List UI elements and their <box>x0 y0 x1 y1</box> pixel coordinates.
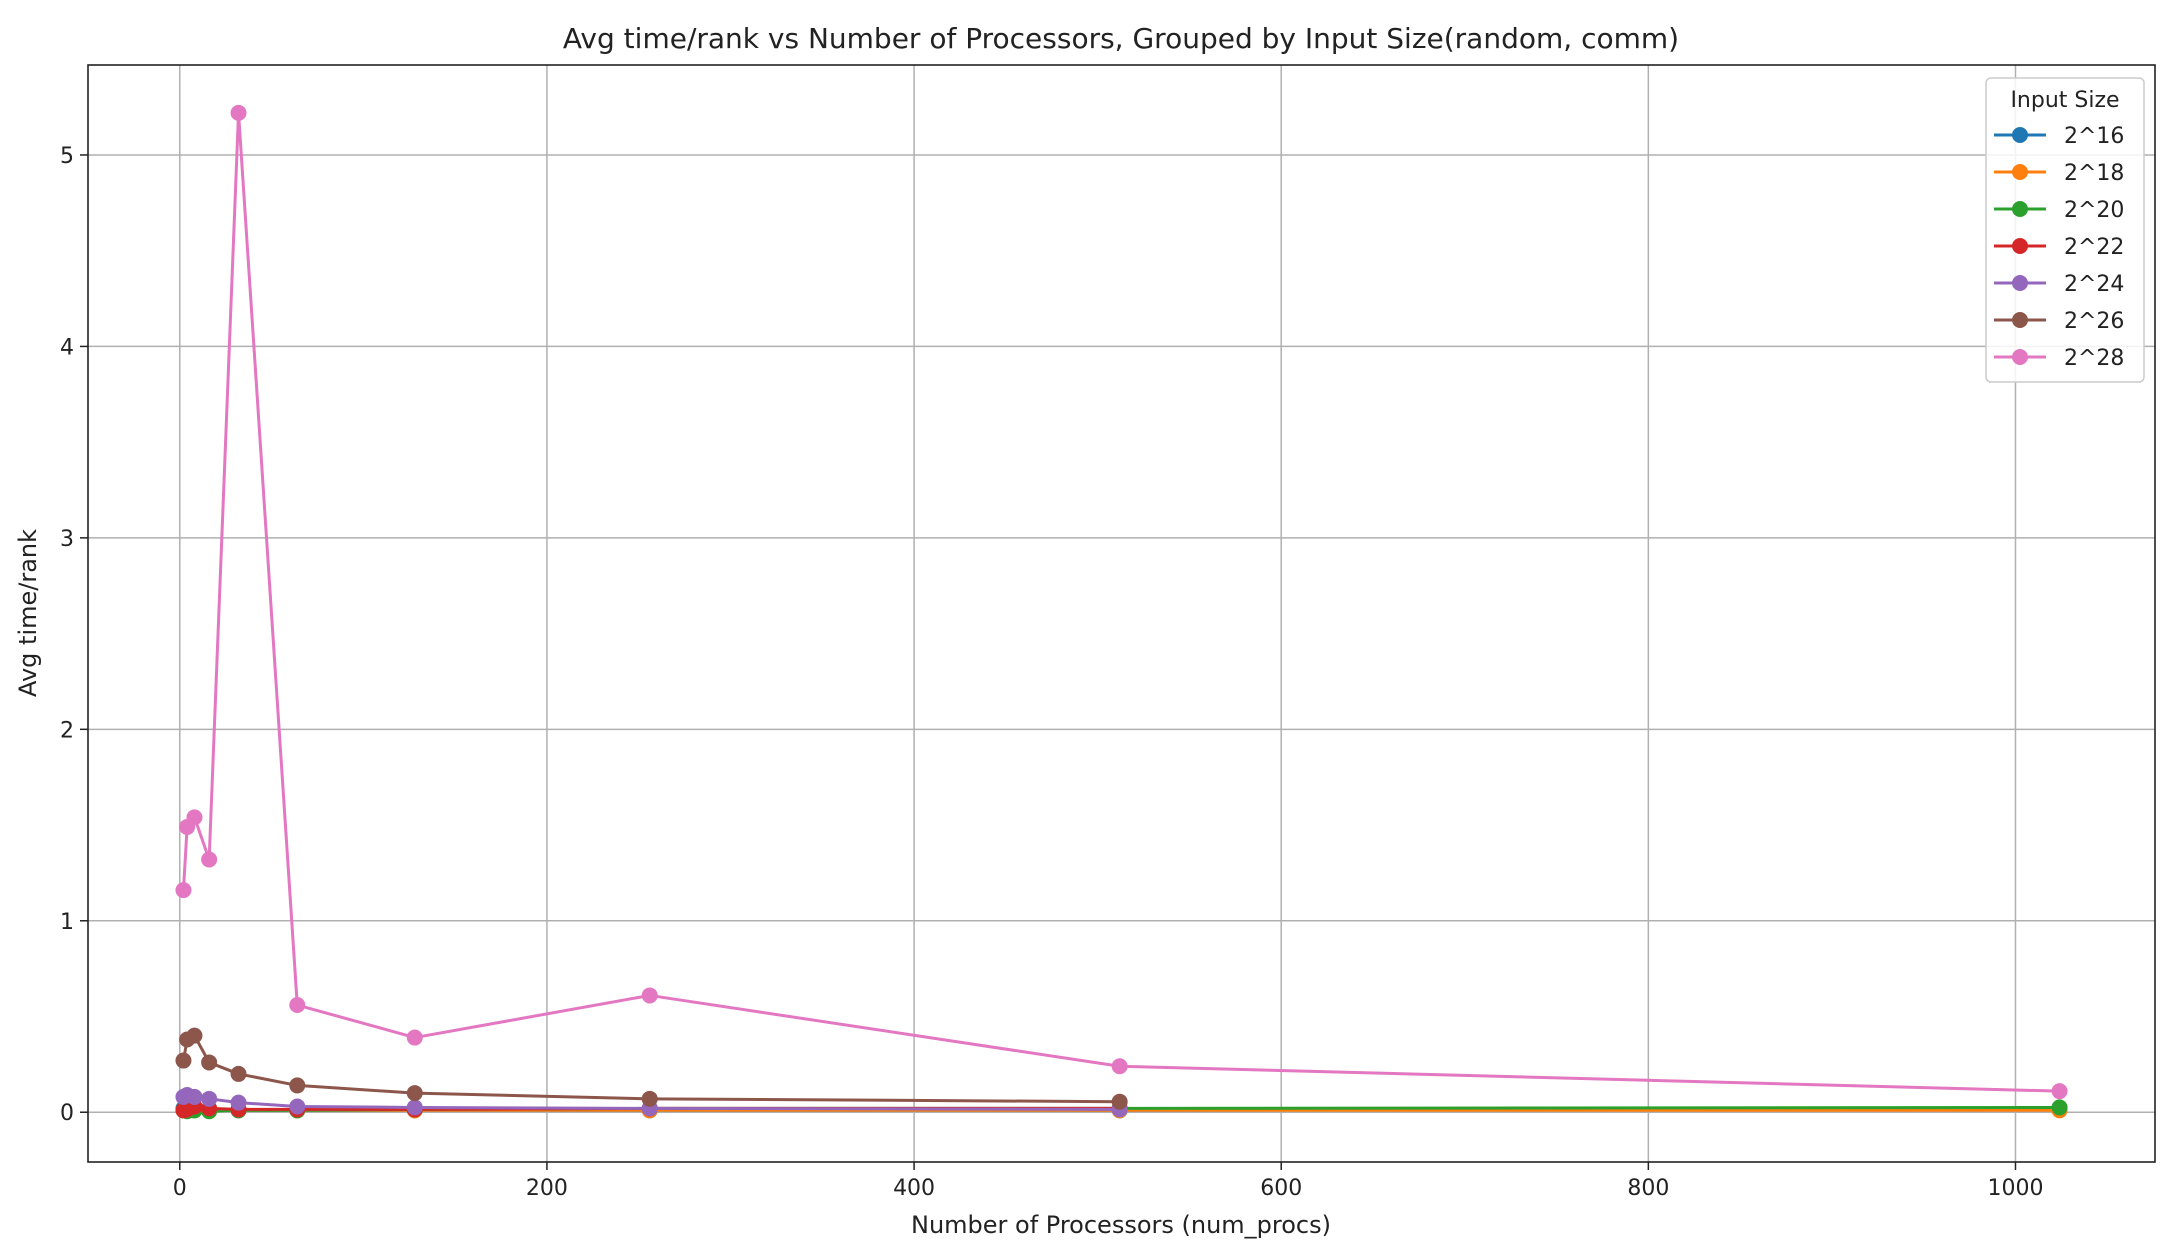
data-point <box>406 1099 423 1116</box>
plot-frame <box>87 64 2156 1163</box>
x-axis-label: Number of Processors (num_procs) <box>911 1211 1331 1239</box>
legend: Input Size 2^16 2^18 2^20 2^22 2^24 2^26 2^28 <box>1985 77 2145 383</box>
legend-marker <box>2012 275 2028 291</box>
x-tick-label: 400 <box>893 1176 935 1201</box>
legend-label: 2^20 <box>2064 198 2124 223</box>
data-point <box>175 882 192 899</box>
y-tick-label: 5 <box>60 144 74 169</box>
legend-label: 2^16 <box>2064 124 2124 149</box>
y-axis-label: Avg time/rank <box>14 529 42 697</box>
chart-title: Avg time/rank vs Number of Processors, G… <box>563 22 1679 55</box>
data-point <box>175 1052 192 1069</box>
series-layer <box>175 104 2068 1120</box>
x-tick-label: 1000 <box>1987 1176 2043 1201</box>
y-tick-label: 2 <box>60 718 74 743</box>
data-point <box>186 1027 203 1044</box>
legend-entry: 2^16 <box>1994 124 2124 149</box>
y-tick-label: 4 <box>60 335 74 360</box>
legend-entry: 2^18 <box>1994 161 2124 186</box>
data-point <box>641 1090 658 1107</box>
legend-entry: 2^22 <box>1994 235 2124 260</box>
legend-marker <box>2012 201 2028 217</box>
legend-marker <box>2012 238 2028 254</box>
data-point <box>406 1085 423 1102</box>
axis-ticks: 0 200 400 600 800 1000 0 1 2 3 4 5 <box>60 144 2043 1201</box>
x-tick-label: 200 <box>526 1176 568 1201</box>
series-2-pow-26 <box>175 1027 1128 1110</box>
legend-entry: 2^26 <box>1994 309 2124 334</box>
legend-entry: 2^24 <box>1994 272 2124 297</box>
data-point <box>2051 1083 2068 1100</box>
data-point <box>186 809 203 826</box>
x-tick-label: 0 <box>173 1176 187 1201</box>
legend-label: 2^28 <box>2064 346 2124 371</box>
grid-lines <box>88 65 2155 1162</box>
legend-label: 2^22 <box>2064 235 2124 260</box>
data-point <box>201 1054 218 1071</box>
legend-entry: 2^20 <box>1994 198 2124 223</box>
legend-box <box>1985 77 2145 383</box>
legend-label: 2^18 <box>2064 161 2124 186</box>
data-point <box>201 1090 218 1107</box>
data-point <box>1111 1058 1128 1075</box>
legend-marker <box>2012 349 2028 365</box>
legend-marker <box>2012 164 2028 180</box>
data-point <box>230 1065 247 1082</box>
legend-marker <box>2012 312 2028 328</box>
x-tick-label: 800 <box>1627 1176 1669 1201</box>
legend-title: Input Size <box>2010 88 2119 113</box>
legend-entry: 2^28 <box>1994 346 2124 371</box>
data-point <box>1111 1093 1128 1110</box>
data-point <box>641 987 658 1004</box>
series-2-pow-28 <box>175 104 2068 1100</box>
data-point <box>289 1077 306 1094</box>
legend-label: 2^24 <box>2064 272 2124 297</box>
data-point <box>201 851 218 868</box>
y-tick-label: 0 <box>60 1101 74 1126</box>
data-point <box>289 1098 306 1115</box>
y-tick-label: 3 <box>60 527 74 552</box>
data-point <box>406 1029 423 1046</box>
x-tick-label: 600 <box>1260 1176 1302 1201</box>
data-point <box>186 1088 203 1105</box>
data-point <box>230 1094 247 1111</box>
y-tick-label: 1 <box>60 910 74 935</box>
data-point <box>2051 1099 2068 1116</box>
legend-marker <box>2012 127 2028 143</box>
data-point <box>230 104 247 121</box>
data-point <box>289 997 306 1014</box>
legend-label: 2^26 <box>2064 309 2124 334</box>
legend-entries: 2^16 2^18 2^20 2^22 2^24 2^26 2^28 <box>1994 124 2124 371</box>
